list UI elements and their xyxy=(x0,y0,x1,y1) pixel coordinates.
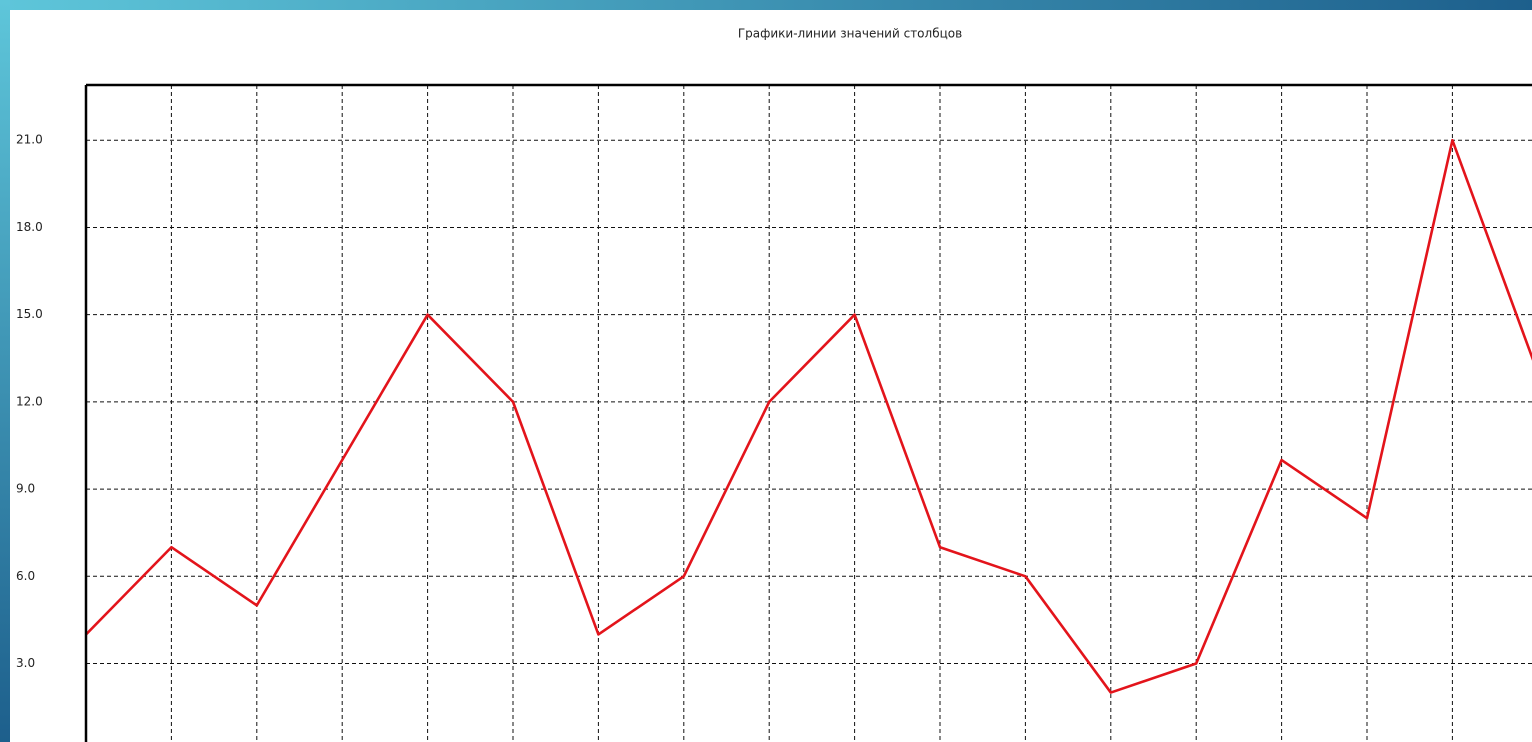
window-frame-top xyxy=(0,0,1532,10)
y-tick-label: 18.0 xyxy=(16,220,43,234)
y-tick-label: 12.0 xyxy=(16,394,43,408)
y-tick-label: 6.0 xyxy=(16,569,35,583)
plot-area xyxy=(86,85,1532,742)
y-tick-label: 15.0 xyxy=(16,307,43,321)
chart-title: Графики-линии значений столбцов xyxy=(738,27,962,41)
y-tick-label: 9.0 xyxy=(16,482,35,496)
window-frame-left xyxy=(0,0,10,742)
y-tick-label: 21.0 xyxy=(16,133,43,147)
y-tick-label: 3.0 xyxy=(16,656,35,670)
data-line xyxy=(86,138,1532,694)
